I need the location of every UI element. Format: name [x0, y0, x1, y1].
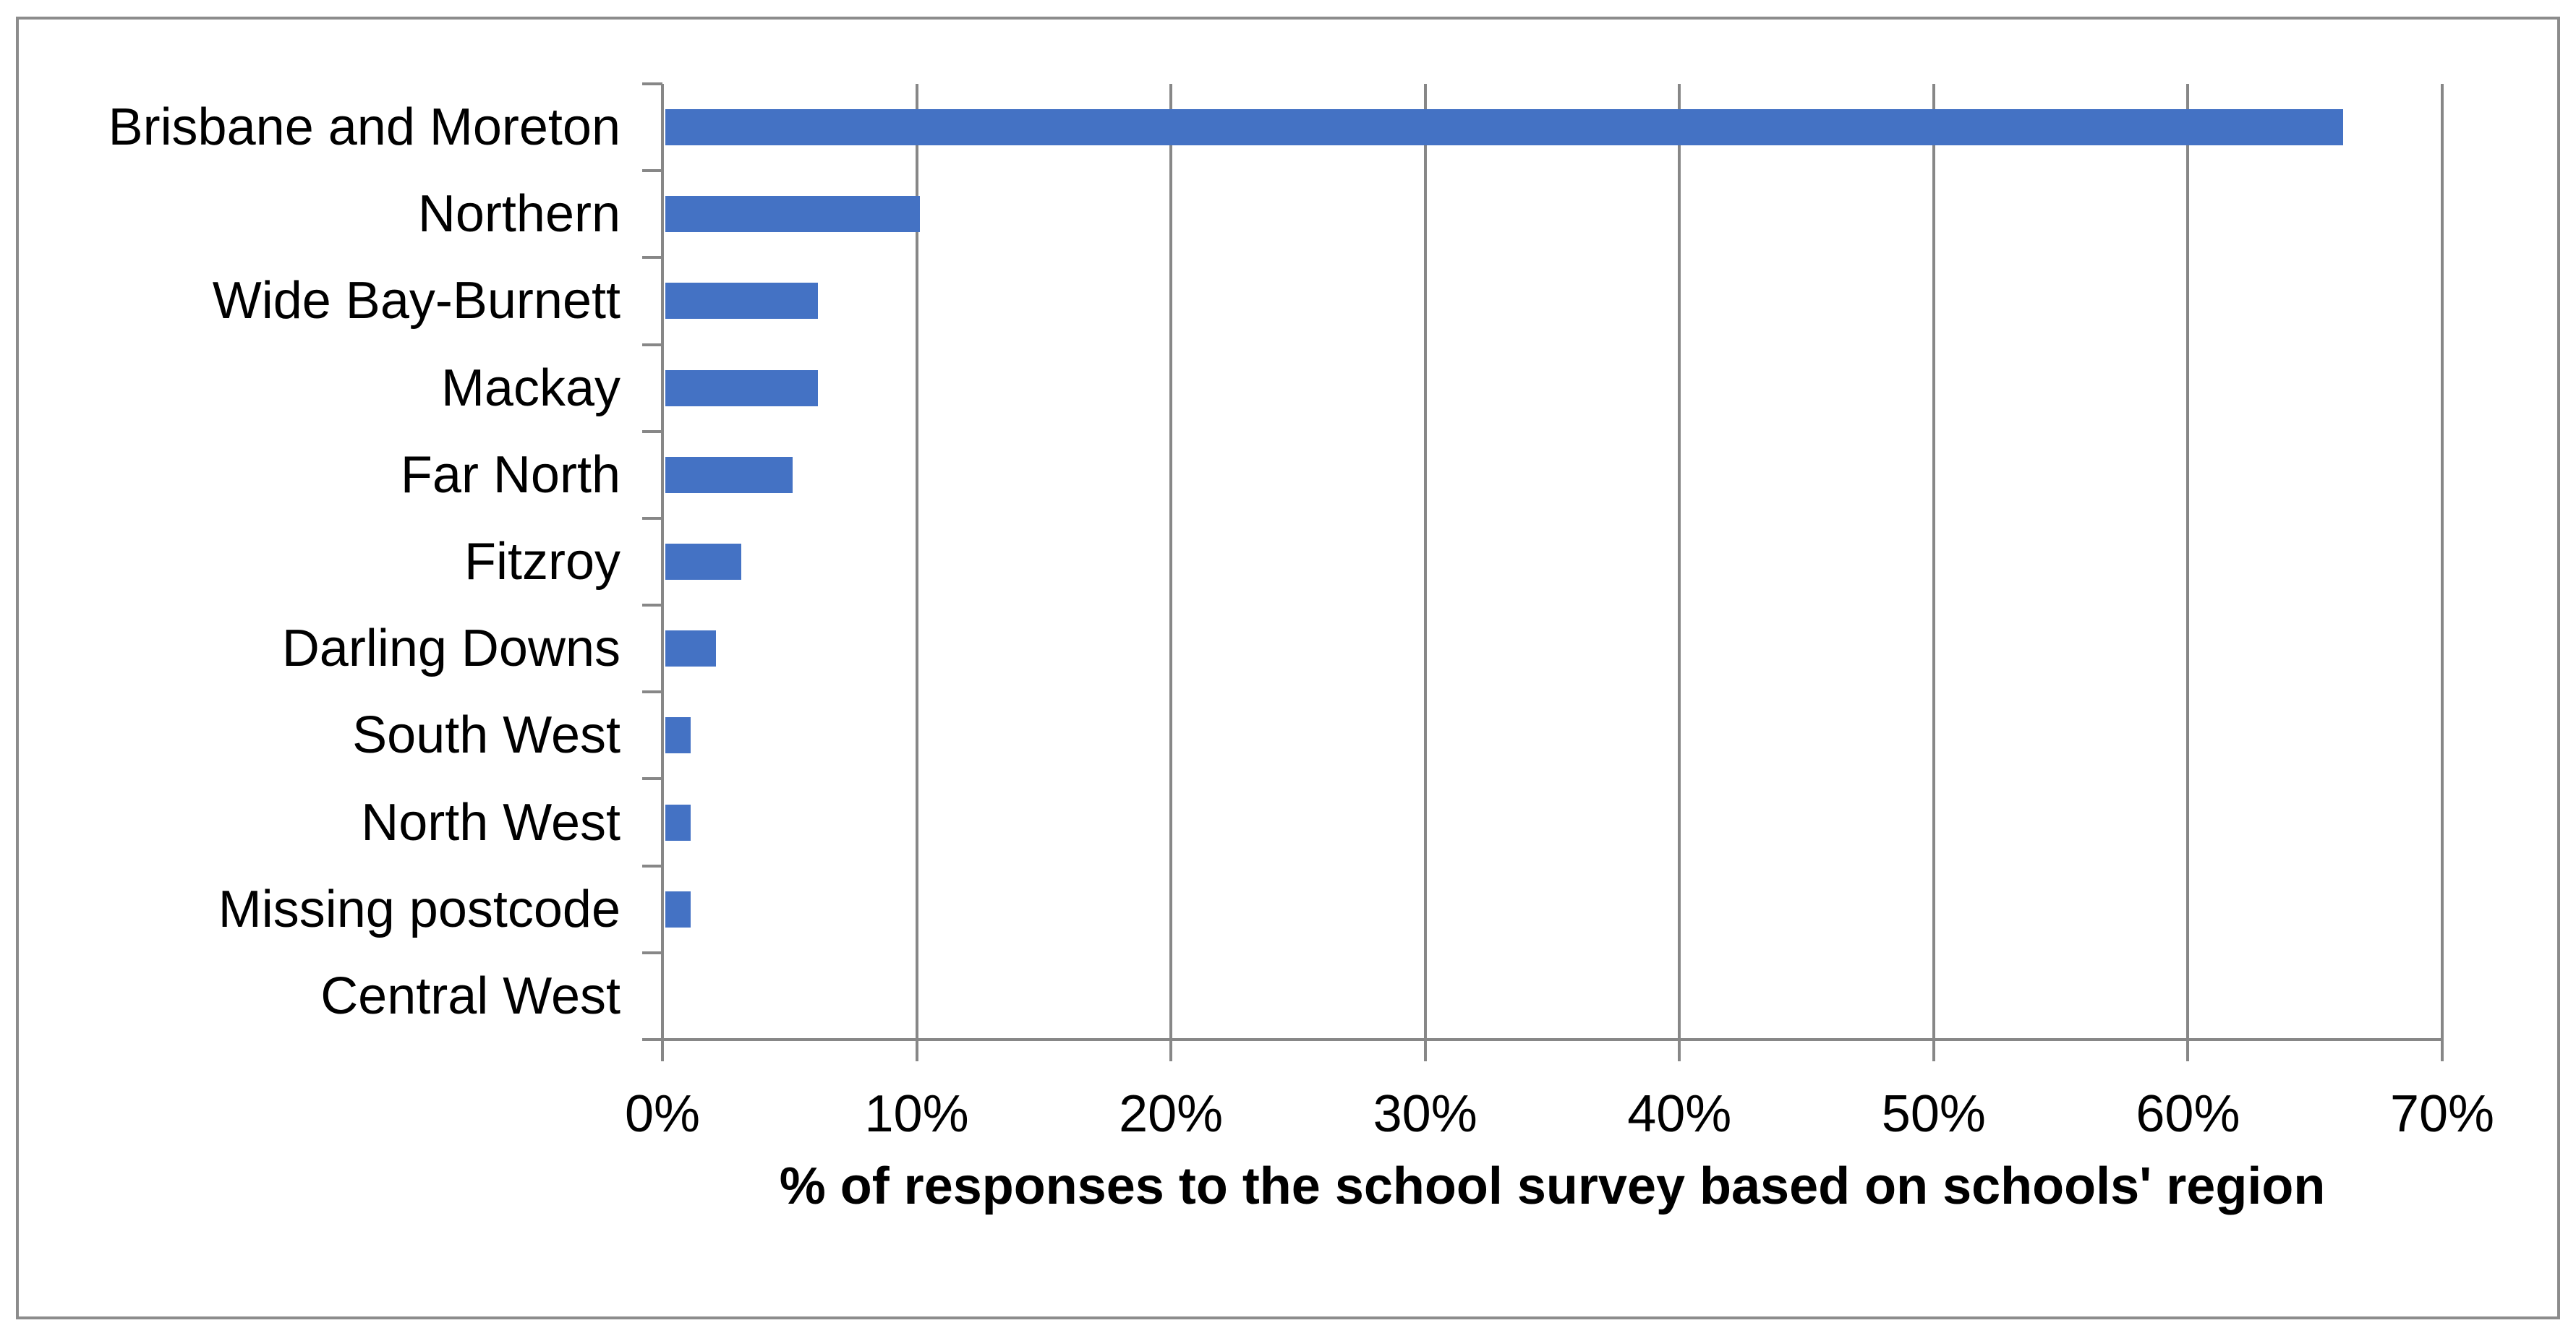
x-axis-tick — [1423, 1041, 1427, 1061]
x-tick-label: 40% — [1627, 1085, 1732, 1143]
x-axis-tick — [661, 1041, 664, 1061]
bar — [665, 196, 920, 233]
category-label: Far North — [400, 445, 620, 504]
gridline — [2441, 84, 2444, 1040]
bar — [665, 630, 717, 667]
category-label: Central West — [320, 967, 620, 1025]
gridline — [1169, 84, 1173, 1040]
category-label: North West — [361, 793, 620, 852]
gridline — [1678, 84, 1681, 1040]
bar — [665, 804, 691, 841]
category-label: Fitzroy — [464, 532, 620, 591]
x-tick-label: 10% — [864, 1085, 969, 1143]
category-label: Darling Downs — [281, 620, 620, 678]
x-tick-label: 60% — [2136, 1085, 2240, 1143]
bar — [665, 109, 2344, 146]
category-label: Missing postcode — [218, 880, 620, 938]
bar — [665, 283, 818, 320]
category-label: Mackay — [440, 359, 620, 417]
category-label: South West — [352, 706, 620, 765]
y-axis-tick — [642, 777, 662, 781]
bar — [665, 369, 818, 406]
y-axis-tick — [642, 690, 662, 694]
x-axis-tick — [1169, 1041, 1173, 1061]
y-axis-tick — [642, 516, 662, 520]
category-label: Wide Bay-Burnett — [212, 272, 620, 330]
gridline — [1932, 84, 1935, 1040]
bar — [665, 544, 742, 580]
y-axis-tick — [642, 169, 662, 173]
y-axis-tick — [642, 864, 662, 868]
y-axis-line — [661, 84, 664, 1042]
x-tick-label: 20% — [1119, 1085, 1224, 1143]
bar — [665, 717, 691, 754]
x-tick-label: 70% — [2389, 1085, 2495, 1143]
gridline — [1423, 84, 1427, 1040]
x-tick-label: 50% — [1881, 1085, 1986, 1143]
category-label: Brisbane and Moreton — [108, 98, 620, 157]
chart-frame — [16, 17, 2560, 1319]
x-tick-label: 30% — [1373, 1085, 1477, 1143]
x-axis-tick — [1678, 1041, 1681, 1061]
y-axis-tick — [642, 82, 662, 85]
y-axis-tick — [642, 951, 662, 954]
x-tick-label: 0% — [624, 1085, 701, 1143]
x-axis-tick — [2186, 1041, 2190, 1061]
x-axis-line — [661, 1038, 2444, 1041]
x-axis-tick — [915, 1041, 918, 1061]
x-axis-tick — [1932, 1041, 1935, 1061]
x-axis-tick — [2441, 1041, 2444, 1061]
bar — [665, 456, 793, 493]
gridline — [2186, 84, 2190, 1040]
gridline — [915, 84, 918, 1040]
category-label: Northern — [417, 185, 620, 244]
x-axis-title: % of responses to the school survey base… — [779, 1157, 2326, 1215]
y-axis-tick — [642, 429, 662, 433]
y-axis-tick — [642, 604, 662, 607]
y-axis-tick — [642, 1038, 662, 1041]
y-axis-tick — [642, 343, 662, 346]
y-axis-tick — [642, 256, 662, 260]
bar — [665, 891, 691, 928]
